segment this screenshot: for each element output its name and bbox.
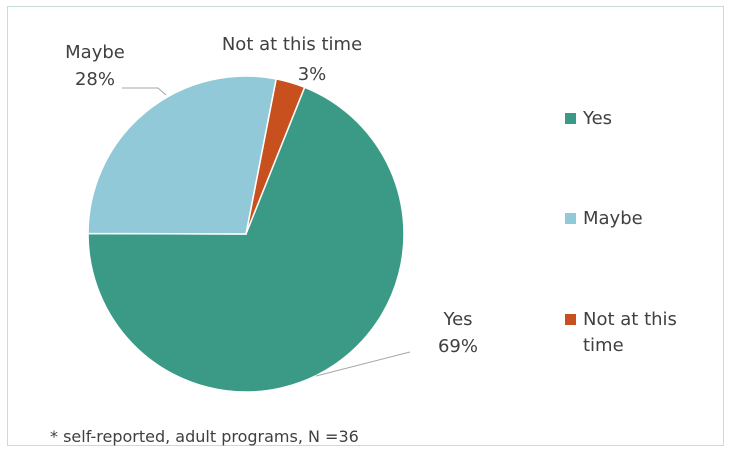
legend-label-not-at-this-time: Not at this time (583, 309, 677, 356)
legend: Yes Maybe Not at this time (565, 0, 725, 452)
legend-swatch-not-at-this-time (565, 314, 576, 325)
legend-label-yes: Yes (583, 108, 613, 129)
pie-slice-yes (87, 86, 405, 393)
label-not-at-this-time-name: Not at this time (222, 34, 362, 55)
legend-item-maybe: Maybe (565, 206, 693, 232)
leader-line-yes (315, 351, 411, 377)
legend-item-yes: Yes (565, 106, 693, 132)
label-not-at-this-time-value: 3% (298, 64, 327, 85)
pie-slices (87, 75, 405, 393)
legend-item-not-at-this-time: Not at this time (565, 307, 693, 359)
label-yes-value: 69% (438, 336, 478, 357)
leader-lines (122, 87, 411, 377)
label-maybe-value: 28% (75, 69, 115, 90)
label-maybe-name: Maybe (65, 42, 125, 63)
legend-label-maybe: Maybe (583, 208, 643, 229)
legend-swatch-maybe (565, 213, 576, 224)
footnote: * self-reported, adult programs, N =36 (50, 427, 359, 446)
pie-slice-maybe (87, 75, 278, 235)
label-yes-name: Yes (442, 309, 472, 330)
leader-line-maybe (122, 87, 167, 96)
legend-swatch-yes (565, 113, 576, 124)
